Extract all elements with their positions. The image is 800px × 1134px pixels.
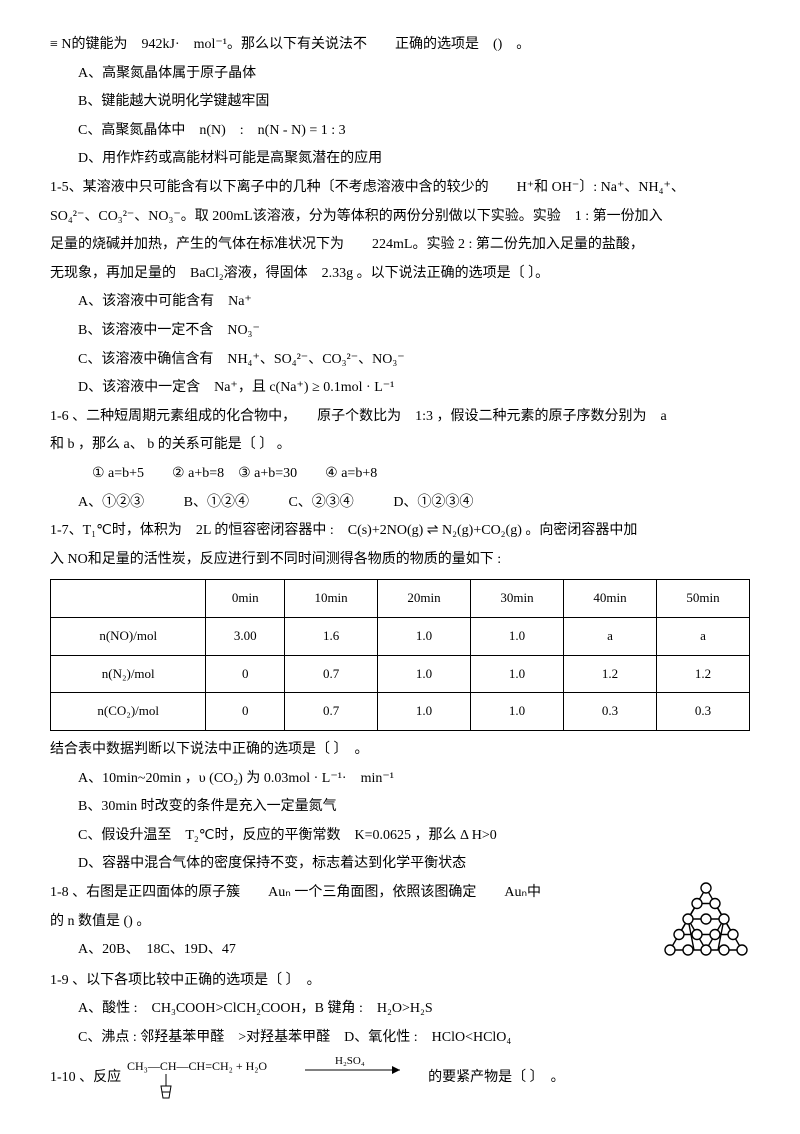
table-row: n(CO₂)/mol00.71.01.00.30.3 <box>51 693 750 731</box>
q17-td: 0 <box>206 693 285 731</box>
q17-td: 1.0 <box>378 693 471 731</box>
q15-stem3: 足量的烧碱并加热，产生的气体在标准状况下为 224mL。实验 2 : 第二份先加… <box>50 232 750 259</box>
q14-optC: C、高聚氮晶体中 n(N) : n(N - N) = 1 : 3 <box>50 118 750 145</box>
q110-pre: 1-10 、反应 <box>50 1070 121 1085</box>
q110-reagent: H₂SO₄ <box>335 1055 365 1067</box>
q17-th: 30min <box>471 580 564 618</box>
q19-optA: A、酸性 : CH₃COOH>ClCH₂COOH，B 键角 : H₂O>H₂S <box>50 996 750 1023</box>
q16-subopts: ① a=b+5 ② a+b=8 ③ a+b=30 ④ a=b+8 <box>50 461 750 488</box>
q17-td: 3.00 <box>206 617 285 655</box>
q16-options: A、①②③ B、①②④ C、②③④ D、①②③④ <box>50 490 750 517</box>
q17-td: 0.3 <box>656 693 749 731</box>
q17-td: 1.0 <box>471 693 564 731</box>
q17-optC: C、假设升温至 T₂℃时，反应的平衡常数 K=0.0625 ，那么 Δ H>0 <box>50 823 750 850</box>
q17-td: a <box>563 617 656 655</box>
q110-line: 1-10 、反应 CH₃—CH—CH=CH₂ + H₂O H₂SO₄ 的要紧产物… <box>50 1054 750 1102</box>
q15-optA: A、该溶液中可能含有 Na⁺ <box>50 289 750 316</box>
q17-stem1: 1-7、T₁℃时，体积为 2L 的恒容密闭容器中 : C(s)+2NO(g) ⇌… <box>50 518 750 545</box>
q14-optD: D、用作炸药或高能材料可能是高聚氮潜在的应用 <box>50 146 750 173</box>
q15-stem2: SO₄²⁻、CO₃²⁻、NO₃⁻。取 200mL该溶液，分为等体积的两份分别做以… <box>50 204 750 231</box>
q15-optD: D、该溶液中一定含 Na⁺，且 c(Na⁺) ≥ 0.1mol · L⁻¹ <box>50 375 750 402</box>
q15-optB: B、该溶液中一定不含 NO₃⁻ <box>50 318 750 345</box>
q17-td: 0.3 <box>563 693 656 731</box>
q17-th: 0min <box>206 580 285 618</box>
q17-th <box>51 580 206 618</box>
q17-td: n(NO)/mol <box>51 617 206 655</box>
q17-th: 10min <box>285 580 378 618</box>
q19-optC: C、沸点 : 邻羟基苯甲醛 >对羟基苯甲醛 D、氧化性 : HClO<HClO₄ <box>50 1025 750 1052</box>
q17-td: a <box>656 617 749 655</box>
q14-optA: A、高聚氮晶体属于原子晶体 <box>50 61 750 88</box>
table-row: n(N₂)/mol00.71.01.01.21.2 <box>51 655 750 693</box>
q14-optB: B、键能越大说明化学键越牢固 <box>50 89 750 116</box>
q17-th: 20min <box>378 580 471 618</box>
q16-stem2: 和 b ，那么 a、 b 的关系可能是〔 〕 。 <box>50 432 750 459</box>
q17-td: 1.0 <box>378 617 471 655</box>
q17-td: 1.6 <box>285 617 378 655</box>
q17-td: 1.2 <box>563 655 656 693</box>
q17-stem2: 入 NO和足量的活性炭，反应进行到不同时间测得各物质的物质的量如下 : <box>50 547 750 574</box>
q17-td: 0 <box>206 655 285 693</box>
q14-stem: ≡ N的键能为 942kJ· mol⁻¹。那么以下有关说法不 正确的选项是 ()… <box>50 32 750 59</box>
q16-stem1: 1-6 、二种短周期元素组成的化合物中， 原子个数比为 1:3 ，假设二种元素的… <box>50 404 750 431</box>
q17-td: n(CO₂)/mol <box>51 693 206 731</box>
q17-td: 1.0 <box>471 617 564 655</box>
q17-td: 1.2 <box>656 655 749 693</box>
q17-optA: A、10min~20min ，υ (CO₂) 为 0.03mol · L⁻¹· … <box>50 766 750 793</box>
q17-th: 40min <box>563 580 656 618</box>
q110-post: 的要紧产物是〔 〕 。 <box>428 1070 565 1085</box>
q17-optD: D、容器中混合气体的密度保持不变，标志着达到化学平衡状态 <box>50 851 750 878</box>
q110-reactant: CH₃—CH—CH=CH₂ + H₂O <box>127 1059 267 1073</box>
q16-C: C、②③④ <box>288 490 353 517</box>
q17-table: 0min10min20min30min40min50min n(NO)/mol3… <box>50 579 750 731</box>
q110-reaction: CH₃—CH—CH=CH₂ + H₂O H₂SO₄ <box>125 1054 425 1102</box>
q15-stem1: 1-5、某溶液中只可能含有以下离子中的几种〔不考虑溶液中含的较少的 H⁺和 OH… <box>50 175 750 202</box>
q17-td: 1.0 <box>378 655 471 693</box>
q17-td: 0.7 <box>285 655 378 693</box>
q17-optB: B、30min 时改变的条件是充入一定量氮气 <box>50 794 750 821</box>
q15-optC: C、该溶液中确信含有 NH₄⁺、SO₄²⁻、CO₃²⁻、NO₃⁻ <box>50 347 750 374</box>
q18-stem2: 的 n 数值是 () 。 <box>50 909 750 936</box>
q16-B: B、①②④ <box>184 490 249 517</box>
q17-td: n(N₂)/mol <box>51 655 206 693</box>
q18-opts: A、20B、 18C、19D、47 <box>50 937 750 964</box>
q18-stem1: 1-8 、右图是正四面体的原子簇 Auₙ 一个三角面图，依照该图确定 Auₙ中 <box>50 880 750 907</box>
q15-stem4: 无现象，再加足量的 BaCl₂溶液，得固体 2.33g 。以下说法正确的选项是〔… <box>50 261 750 288</box>
table-row: n(NO)/mol3.001.61.01.0aa <box>51 617 750 655</box>
tetrahedron-figure <box>662 880 750 958</box>
q19-stem: 1-9 、以下各项比较中正确的选项是〔 〕 。 <box>50 968 750 995</box>
q17-after: 结合表中数据判断以下说法中正确的选项是〔 〕 。 <box>50 737 750 764</box>
q17-td: 0.7 <box>285 693 378 731</box>
q17-th: 50min <box>656 580 749 618</box>
q17-td: 1.0 <box>471 655 564 693</box>
q16-A: A、①②③ <box>78 490 144 517</box>
q16-D: D、①②③④ <box>393 490 473 517</box>
